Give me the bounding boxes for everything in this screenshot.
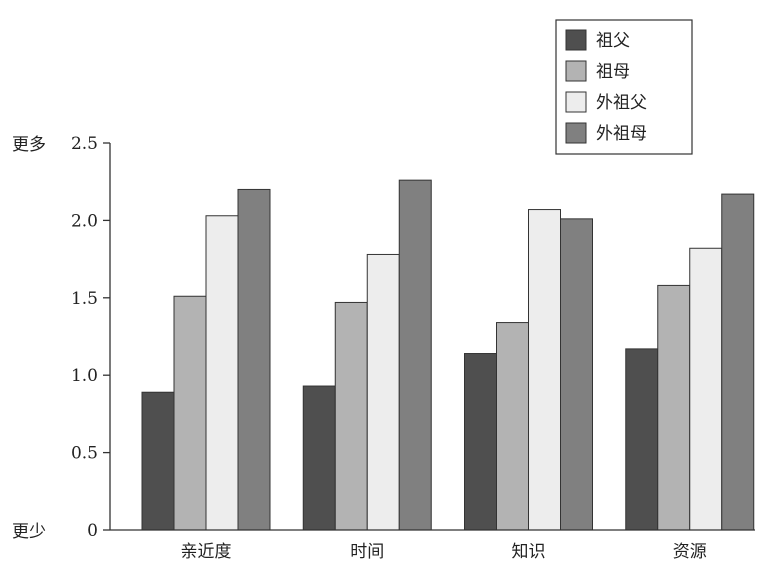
bar	[173, 295, 207, 531]
bars-layer	[141, 179, 755, 531]
bar	[625, 348, 659, 531]
x-category-label: 知识	[512, 542, 546, 562]
y-tick-label: 0.5	[71, 444, 98, 464]
axis-layer	[109, 143, 755, 531]
legend-label: 祖母	[596, 62, 630, 82]
legend-label: 外祖母	[596, 124, 647, 144]
bar	[560, 218, 593, 531]
y-ticks: 0 0.5 1.0 1.5 2.0 2.5	[71, 134, 110, 541]
category-labels: 亲近度 时间 知识 资源	[181, 542, 707, 562]
legend-swatch	[565, 122, 587, 144]
y-tick-label: 0	[87, 521, 98, 541]
bar	[721, 193, 755, 531]
x-category-label: 时间	[350, 542, 384, 562]
x-category-label: 亲近度	[181, 542, 232, 562]
bar	[398, 179, 432, 531]
bar	[334, 301, 368, 531]
bar	[689, 247, 723, 531]
y-axis-top-label: 更多	[12, 135, 46, 155]
bar	[237, 188, 271, 531]
y-tick-label: 1.0	[71, 366, 98, 386]
bar	[496, 322, 529, 531]
legend-label: 外祖父	[596, 93, 647, 113]
legend-swatch	[565, 60, 587, 82]
y-tick-label: 2.5	[71, 134, 98, 154]
legend-label: 祖父	[596, 31, 630, 51]
legend-swatch	[565, 29, 587, 51]
bar	[657, 284, 691, 531]
y-tick-label: 2.0	[71, 211, 98, 231]
bar	[302, 385, 336, 531]
bar	[141, 391, 175, 531]
bar	[366, 253, 400, 531]
bar	[528, 209, 561, 531]
legend-swatch	[565, 91, 587, 113]
y-tick-label: 1.5	[71, 289, 98, 309]
bar	[205, 215, 239, 531]
x-category-label: 资源	[673, 542, 707, 562]
bar	[464, 353, 497, 531]
y-axis-bottom-label: 更少	[12, 522, 46, 542]
